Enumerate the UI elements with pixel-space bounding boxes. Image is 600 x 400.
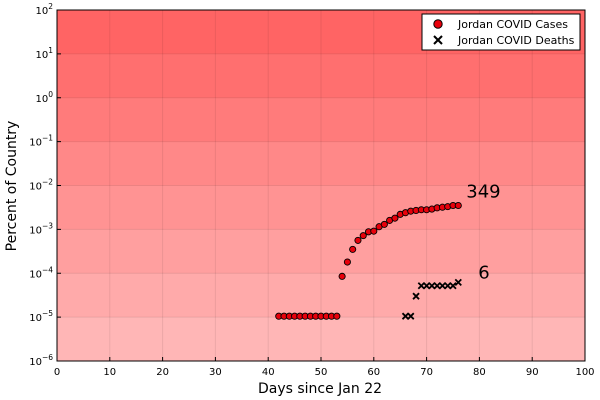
case-point: [343, 258, 351, 266]
background-bands: [57, 10, 585, 362]
y-axis-label: Percent of Country: [4, 121, 20, 252]
death-point-stroke: [433, 282, 441, 290]
x-tick-label: 10: [103, 367, 116, 378]
death-point: [401, 312, 410, 320]
legend-cases-marker: [433, 19, 443, 29]
death-point: [417, 282, 425, 290]
death-point: [428, 282, 436, 290]
legend-box: [421, 13, 581, 51]
background-band: [57, 229, 585, 274]
case-point: [359, 232, 367, 240]
case-point: [354, 236, 362, 244]
case-point: [380, 220, 388, 228]
case-point: [391, 214, 399, 222]
death-point-stroke: [417, 282, 425, 290]
case-point: [454, 201, 462, 210]
data-points: [275, 201, 462, 320]
background-band: [57, 141, 585, 186]
series-end-label: 349: [466, 182, 500, 203]
x-tick-label: 90: [526, 367, 539, 378]
background-band: [57, 317, 585, 362]
death-point: [444, 282, 452, 290]
x-tick-label: 20: [156, 367, 169, 378]
legend-deaths-marker: [433, 35, 443, 45]
background-band: [57, 185, 585, 230]
death-point: [412, 292, 420, 300]
x-tick-label: 80: [473, 367, 486, 378]
x-tick-label: 50: [315, 367, 328, 378]
death-point-stroke: [444, 282, 452, 290]
death-point: [407, 312, 415, 320]
death-point: [422, 282, 431, 290]
y-tick-label: 102: [35, 2, 53, 17]
y-tick-label: 101: [35, 46, 53, 61]
legend-cases-label: Jordan COVID Cases: [457, 18, 568, 31]
death-point-stroke: [454, 278, 462, 286]
x-tick-label: 70: [420, 367, 433, 378]
background-band: [57, 53, 585, 99]
x-axis-label: Days since Jan 22: [258, 381, 382, 397]
series-end-label: 6: [478, 262, 489, 283]
death-point: [449, 282, 457, 290]
x-tick-label: 30: [209, 367, 222, 378]
death-point-stroke: [412, 292, 420, 300]
case-point: [338, 272, 346, 280]
death-point-stroke: [449, 282, 457, 290]
background-band: [57, 97, 585, 143]
legend: Jordan COVID Cases Jordan COVID Deaths: [421, 13, 581, 51]
legend-deaths-label: Jordan COVID Deaths: [457, 34, 575, 47]
y-tick-label: 10−1: [29, 134, 53, 149]
case-point: [349, 245, 357, 253]
y-tick-label: 100: [35, 90, 53, 105]
y-tick-label: 10−3: [29, 221, 53, 236]
y-axis-ticks: 10−6 10−5 10−4 10−3 10−2 10−1 100 101 102: [29, 2, 61, 368]
death-point: [454, 278, 462, 286]
case-point: [370, 227, 378, 235]
death-point-stroke: [407, 312, 415, 320]
case-point: [333, 312, 341, 320]
x-tick-label: 100: [575, 367, 594, 378]
death-point-stroke: [422, 282, 431, 290]
death-point: [438, 282, 447, 290]
x-tick-label: 0: [54, 367, 60, 378]
x-axis-ticks: 0 10 20 30 40 50 60 70 80 90 100: [54, 357, 595, 378]
y-tick-label: 10−4: [29, 265, 53, 280]
y-tick-label: 10−5: [29, 309, 53, 324]
y-tick-label: 10−2: [29, 178, 53, 193]
y-tick-label: 10−6: [29, 353, 53, 368]
death-point-stroke: [428, 282, 436, 290]
death-point: [433, 282, 441, 290]
death-point-stroke: [401, 312, 410, 320]
background-band: [57, 273, 585, 318]
x-tick-label: 60: [367, 367, 380, 378]
end-labels: 349 6: [466, 182, 500, 284]
x-tick-label: 40: [262, 367, 275, 378]
death-point-stroke: [438, 282, 447, 290]
